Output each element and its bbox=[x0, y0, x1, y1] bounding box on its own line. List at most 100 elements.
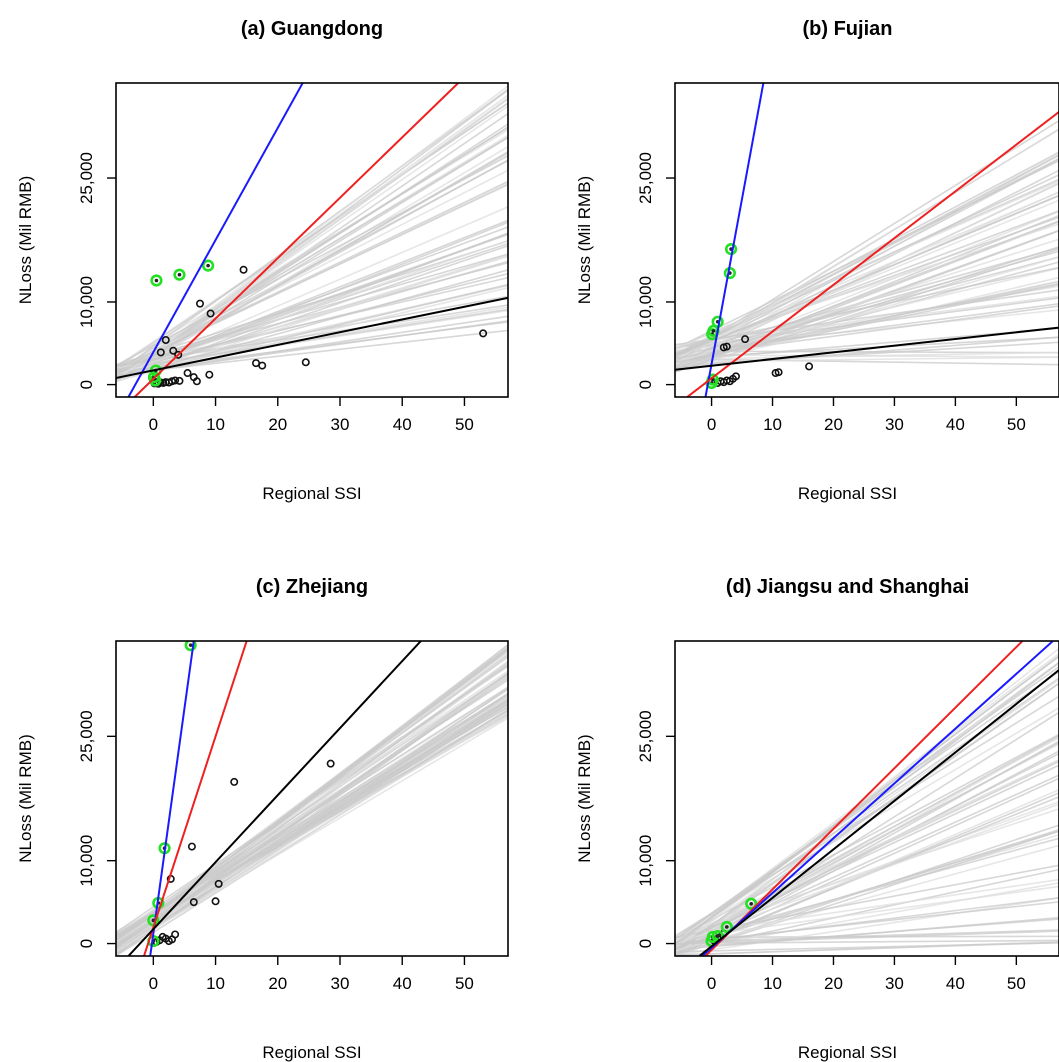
posterior-line bbox=[675, 682, 1059, 952]
fit-line bbox=[127, 641, 422, 956]
y-tick-label: 25,000 bbox=[77, 710, 96, 762]
data-point bbox=[722, 342, 731, 351]
data-point bbox=[211, 897, 220, 906]
posterior-line bbox=[675, 655, 1059, 945]
x-tick-label: 0 bbox=[149, 415, 158, 434]
fit-line bbox=[133, 83, 459, 397]
x-tick-label: 30 bbox=[885, 974, 904, 993]
x-axis-label: Regional SSI bbox=[262, 484, 361, 503]
x-tick-label: 20 bbox=[824, 974, 843, 993]
posterior-line bbox=[675, 941, 1059, 956]
posterior-line bbox=[675, 214, 1059, 371]
fit-line bbox=[143, 641, 248, 956]
posterior-line bbox=[675, 248, 1059, 373]
data-point bbox=[326, 759, 335, 768]
posterior-line bbox=[675, 282, 1059, 360]
x-tick-label: 40 bbox=[946, 415, 965, 434]
x-tick-label: 0 bbox=[149, 974, 158, 993]
x-tick-label: 20 bbox=[824, 415, 843, 434]
posterior-line bbox=[675, 678, 1059, 948]
posterior-line bbox=[675, 844, 1059, 952]
posterior-line bbox=[675, 901, 1059, 945]
posterior-line bbox=[675, 929, 1059, 943]
x-tick-label: 50 bbox=[455, 974, 474, 993]
highlighted-point bbox=[184, 641, 197, 652]
data-point bbox=[196, 299, 205, 308]
y-axis-label: NLoss (Mil RMB) bbox=[575, 176, 594, 304]
posterior-line bbox=[675, 734, 1059, 949]
y-tick-label: 0 bbox=[77, 939, 96, 948]
posterior-line bbox=[675, 670, 1059, 941]
posterior-line bbox=[675, 289, 1059, 346]
x-axis-label: Regional SSI bbox=[262, 1043, 361, 1062]
posterior-envelope bbox=[116, 644, 508, 956]
posterior-line bbox=[116, 664, 508, 934]
x-axis-label: Regional SSI bbox=[798, 484, 897, 503]
y-tick-label: 0 bbox=[636, 380, 655, 389]
x-tick-label: 30 bbox=[331, 974, 350, 993]
posterior-line bbox=[116, 714, 508, 944]
posterior-line bbox=[116, 136, 508, 375]
fit-line bbox=[116, 296, 508, 379]
posterior-line bbox=[675, 897, 1059, 956]
data-point bbox=[156, 348, 165, 357]
posterior-line bbox=[675, 199, 1059, 359]
highlighted-point-core bbox=[154, 278, 159, 283]
x-tick-label: 40 bbox=[393, 974, 412, 993]
y-axis-label: NLoss (Mil RMB) bbox=[16, 734, 35, 862]
y-tick-label: 10,000 bbox=[77, 835, 96, 887]
x-tick-label: 0 bbox=[707, 415, 716, 434]
highlighted-point-core bbox=[711, 329, 716, 333]
posterior-line bbox=[116, 649, 508, 952]
data-point bbox=[731, 372, 740, 381]
x-tick-label: 20 bbox=[268, 415, 287, 434]
data-point bbox=[169, 346, 178, 355]
x-tick-label: 10 bbox=[206, 974, 225, 993]
highlighted-point-core bbox=[749, 901, 753, 906]
data-point bbox=[171, 376, 180, 385]
posterior-line bbox=[116, 283, 508, 380]
posterior-line bbox=[116, 711, 508, 953]
posterior-line bbox=[675, 930, 1059, 945]
highlighted-point bbox=[147, 371, 161, 384]
x-tick-label: 50 bbox=[455, 415, 474, 434]
fit-line bbox=[127, 83, 304, 397]
posterior-envelope bbox=[675, 647, 1059, 956]
data-point bbox=[774, 368, 783, 377]
posterior-line bbox=[675, 276, 1059, 369]
y-tick-label: 25,000 bbox=[636, 152, 655, 204]
y-tick-label: 25,000 bbox=[636, 710, 655, 762]
posterior-line bbox=[675, 246, 1059, 370]
posterior-line bbox=[675, 711, 1059, 956]
posterior-line bbox=[116, 315, 508, 377]
highlighted-point bbox=[745, 897, 758, 910]
posterior-line bbox=[675, 868, 1059, 953]
posterior-line bbox=[675, 194, 1059, 358]
posterior-line bbox=[675, 283, 1059, 364]
highlighted-point bbox=[173, 268, 186, 281]
fit-line bbox=[675, 326, 1059, 371]
highlighted-point bbox=[150, 274, 163, 287]
x-tick-label: 40 bbox=[946, 974, 965, 993]
data-point bbox=[214, 879, 223, 888]
y-tick-label: 10,000 bbox=[636, 276, 655, 328]
data-point bbox=[258, 361, 267, 370]
x-tick-label: 40 bbox=[393, 415, 412, 434]
posterior-line bbox=[116, 155, 508, 367]
posterior-line bbox=[675, 128, 1059, 365]
y-axis-label: NLoss (Mil RMB) bbox=[16, 176, 35, 304]
highlighted-point-core bbox=[725, 925, 729, 929]
posterior-line bbox=[675, 759, 1059, 942]
data-point bbox=[161, 335, 170, 344]
y-tick-label: 25,000 bbox=[77, 152, 96, 204]
highlighted-point-core bbox=[715, 934, 720, 938]
plot-frame bbox=[115, 640, 509, 957]
posterior-line bbox=[675, 238, 1059, 364]
data-point bbox=[205, 370, 214, 379]
data-point bbox=[805, 362, 814, 371]
panel-jiangsu-shanghai: (d) Jiangsu and Shanghai 0 10 20 30 40 50 0 10,0… bbox=[575, 576, 1059, 1062]
fit-line bbox=[701, 641, 1054, 956]
posterior-line bbox=[116, 253, 508, 367]
data-point bbox=[192, 377, 201, 386]
